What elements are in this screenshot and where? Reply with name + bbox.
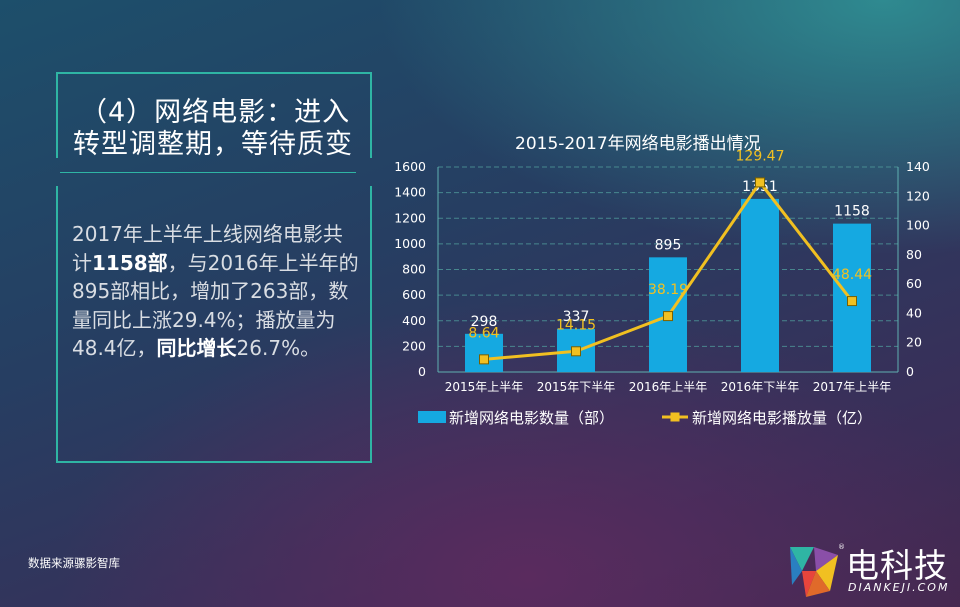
y-left-tick-label: 0: [418, 364, 426, 379]
heading-line-1: （4）网络电影：进入: [80, 97, 351, 128]
legend-bar-label: 新增网络电影数量（部）: [449, 409, 614, 427]
y-left-tick-label: 1400: [394, 185, 426, 200]
bar: [465, 333, 503, 372]
data-source: 数据来源骡影智库: [28, 556, 120, 570]
site-logo: ® 电科技 DIANKEJI.COM: [786, 541, 956, 603]
heading-box: （4）网络电影：进入 转型调整期，等待质变: [56, 72, 372, 160]
y-right-tick-label: 40: [906, 305, 922, 320]
summary-box: [56, 186, 372, 463]
y-right-tick-label: 140: [906, 159, 930, 174]
heading-divider: [60, 172, 356, 173]
line-point: [571, 346, 581, 357]
summary-part-2: ，与2016年上半年的895部相比，增加了263部，数量同比上涨29.4%；播放…: [72, 250, 359, 361]
bar: [741, 198, 779, 372]
y-right-tick-label: 60: [906, 276, 922, 291]
summary-highlight-growth: 同比增长: [156, 336, 237, 360]
heading-line-2: 转型调整期，等待质变: [73, 129, 353, 160]
x-tick-label: 2015年上半年: [445, 380, 524, 394]
y-left-tick-label: 1200: [394, 210, 426, 225]
legend-line-label: 新增网络电影播放量（亿）: [692, 409, 872, 427]
summary-part-1: 2017年上半年上线网络电影共计: [72, 222, 343, 275]
line-point: [755, 177, 765, 188]
y-right-tick-label: 20: [906, 335, 922, 350]
summary-text: 2017年上半年上线网络电影共计1158部，与2016年上半年的895部相比，增…: [72, 220, 362, 363]
y-left-tick-label: 200: [402, 338, 426, 353]
bar-value-label: 1158: [834, 204, 870, 220]
x-tick-label: 2016年下半年: [721, 380, 800, 394]
line-value-label: 14.15: [556, 317, 596, 333]
summary-part-3: 26.7%。: [236, 336, 321, 360]
line-value-label: 8.64: [468, 325, 499, 341]
y-right-tick-label: 120: [906, 188, 930, 203]
y-left-tick-label: 1000: [394, 236, 426, 251]
logo-text: 电科技: [846, 546, 948, 585]
line-point: [479, 354, 489, 365]
y-left-tick-label: 400: [402, 313, 426, 328]
logo-registered-mark: ®: [838, 543, 845, 551]
logo-mark-icon: [790, 547, 838, 597]
y-left-tick-label: 1600: [394, 159, 426, 174]
x-tick-label: 2017年上半年: [813, 380, 892, 394]
y-left-tick-label: 800: [402, 262, 426, 277]
bar-value-label: 337: [563, 309, 590, 325]
bar-value-label: 298: [471, 314, 498, 330]
y-left-tick-label: 600: [402, 287, 426, 302]
y-right-tick-label: 0: [906, 364, 914, 379]
chart-title: 2015-2017年网络电影播出情况: [515, 134, 761, 154]
legend-bar-swatch: [418, 411, 446, 423]
summary-highlight-count: 1158部: [92, 250, 168, 275]
line-value-label: 129.47: [736, 148, 785, 164]
x-tick-label: 2016年上半年: [629, 380, 708, 394]
legend-line-marker: [670, 412, 680, 422]
line-point: [663, 311, 673, 322]
bar-value-label: 895: [655, 237, 682, 253]
line-point: [847, 296, 857, 307]
y-right-tick-label: 80: [906, 247, 922, 262]
logo-url: DIANKEJI.COM: [848, 581, 950, 594]
x-tick-label: 2015年下半年: [537, 380, 616, 394]
y-right-tick-label: 100: [906, 218, 930, 233]
line-value-label: 48.44: [832, 267, 872, 283]
line-value-label: 38.19: [648, 282, 688, 298]
